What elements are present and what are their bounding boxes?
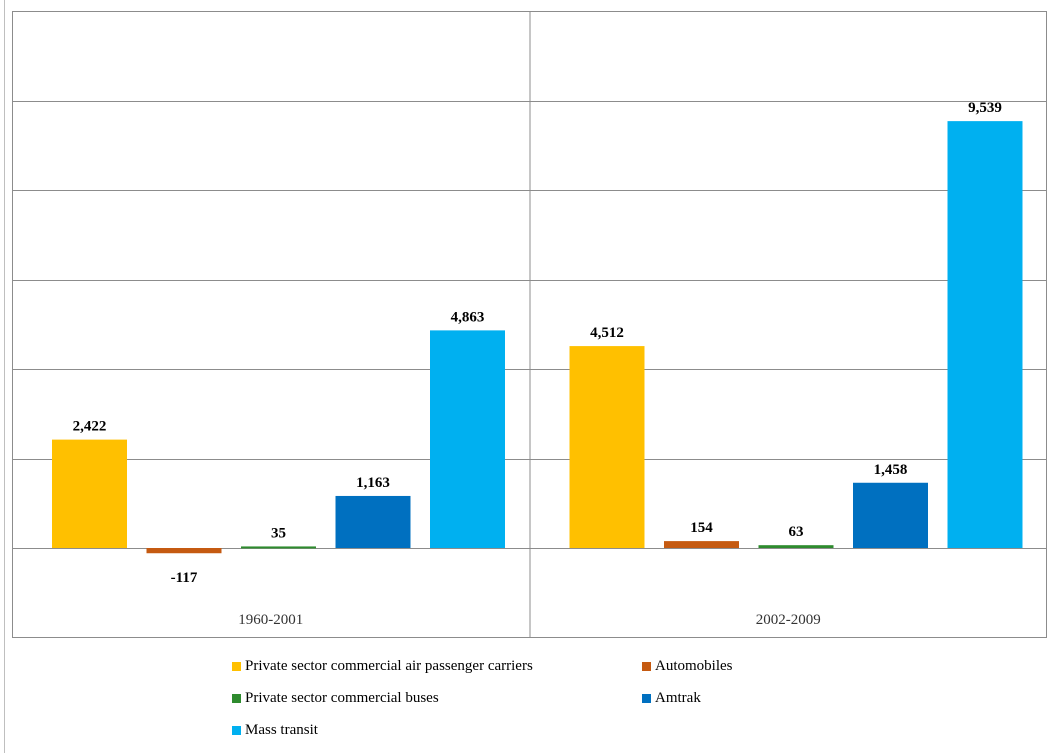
bar — [241, 546, 316, 549]
bar — [947, 121, 1023, 548]
legend-item-mass-transit: Mass transit — [232, 722, 318, 739]
category-label: 2002-2009 — [756, 612, 821, 628]
category-label: 1960-2001 — [238, 612, 303, 628]
bar — [664, 541, 739, 548]
legend-item-amtrak: Amtrak — [642, 690, 701, 707]
bar — [853, 482, 928, 548]
data-label: 4,863 — [451, 309, 485, 325]
legend-label: Mass transit — [245, 722, 318, 738]
legend-label: Automobiles — [655, 658, 733, 674]
bar — [569, 346, 645, 548]
bars — [52, 121, 1023, 554]
category-labels: 1960-2001 2002-2009 — [238, 612, 821, 628]
legend-swatch — [642, 662, 651, 671]
data-label: 1,458 — [874, 462, 908, 478]
legend-label: Amtrak — [655, 690, 701, 706]
data-label: -117 — [171, 570, 198, 586]
plot-frame — [4, 0, 1047, 753]
data-label: 2,422 — [73, 419, 107, 435]
data-label: 63 — [789, 524, 804, 540]
legend-label: Private sector commercial buses — [245, 690, 439, 706]
legend-swatch — [232, 726, 241, 735]
bar — [146, 548, 222, 554]
data-label: 35 — [271, 525, 286, 541]
data-label: 1,163 — [356, 475, 390, 491]
data-label: 9,539 — [968, 100, 1002, 116]
legend-item-automobiles: Automobiles — [642, 658, 733, 675]
bar — [52, 439, 127, 548]
bar — [430, 330, 505, 548]
data-labels: 2,422 -117 35 1,163 4,863 4,512 154 63 1,458 9,53… — [73, 100, 1002, 586]
legend-swatch — [232, 662, 241, 671]
legend-item-air-carriers: Private sector commercial air passenger … — [232, 658, 533, 675]
data-label: 4,512 — [590, 325, 624, 341]
legend-item-buses: Private sector commercial buses — [232, 690, 439, 707]
bar — [335, 495, 411, 548]
legend-swatch — [642, 694, 651, 703]
legend-label: Private sector commercial air passenger … — [245, 658, 533, 674]
bar — [758, 545, 834, 548]
legend-swatch — [232, 694, 241, 703]
data-label: 154 — [690, 520, 713, 536]
